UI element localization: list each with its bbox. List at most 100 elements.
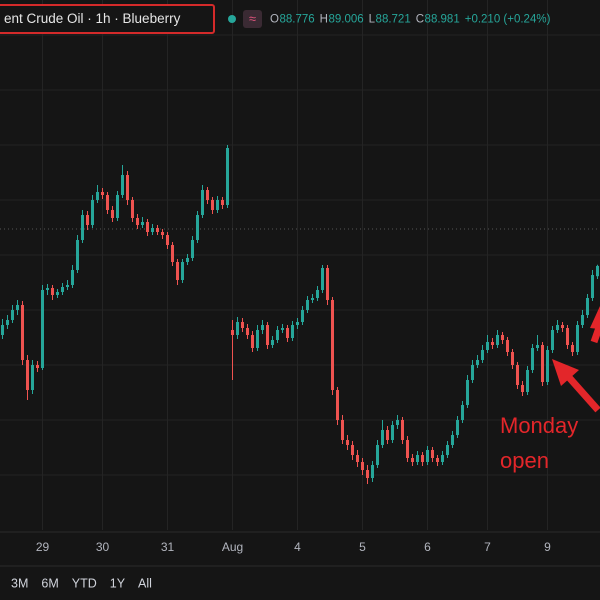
candle-body xyxy=(271,340,274,345)
x-tick-label: 7 xyxy=(484,540,491,554)
candle-body xyxy=(431,450,434,458)
range-button[interactable]: 6M xyxy=(41,576,58,590)
candle-body xyxy=(296,322,299,325)
candle-body xyxy=(291,325,294,338)
candle-body xyxy=(506,340,509,352)
range-button[interactable]: 3M xyxy=(11,576,28,590)
candle-body xyxy=(381,430,384,445)
annotation-text: open xyxy=(500,448,549,473)
candle-body xyxy=(331,300,334,390)
candle-body xyxy=(36,365,39,368)
candle-body xyxy=(141,222,144,225)
candle-body xyxy=(356,455,359,462)
candle-body xyxy=(531,348,534,370)
candle-body xyxy=(136,218,139,225)
candle-body xyxy=(496,335,499,345)
candle-body xyxy=(456,420,459,435)
candle-body xyxy=(321,268,324,290)
x-tick-label: 29 xyxy=(36,540,50,554)
candle-body xyxy=(56,292,59,295)
candle-body xyxy=(426,450,429,462)
ohlc-value: 88.981 xyxy=(425,14,460,26)
candle-body xyxy=(236,322,239,335)
candle-body xyxy=(286,328,289,338)
x-tick-label: 6 xyxy=(424,540,431,554)
candle-body xyxy=(526,370,529,392)
candle-body xyxy=(576,325,579,352)
x-tick-label: 30 xyxy=(96,540,110,554)
ohlc-legend: O 88.776 H 89.006 L 88.721 C 88.981 +0.210 (+0.2… xyxy=(270,14,551,26)
candle-body xyxy=(486,342,489,350)
status-dot xyxy=(228,15,236,23)
candle-body xyxy=(96,192,99,200)
candle-body xyxy=(376,445,379,465)
candle-body xyxy=(361,462,364,470)
candle-body xyxy=(571,345,574,352)
candle-body xyxy=(411,458,414,462)
candle-body xyxy=(301,310,304,322)
change-value: +0.210 (+0.24%) xyxy=(465,14,551,26)
range-button[interactable]: All xyxy=(138,576,152,590)
candle-body xyxy=(126,175,129,200)
candle-body xyxy=(261,325,264,330)
candle-body xyxy=(586,298,589,315)
candle-body xyxy=(541,345,544,382)
candle-body xyxy=(106,195,109,210)
candle-body xyxy=(1,325,4,335)
candle-body xyxy=(471,365,474,380)
candle-body xyxy=(481,350,484,360)
candle-body xyxy=(186,258,189,262)
candle-body xyxy=(101,192,104,195)
arrow-head xyxy=(590,306,600,330)
candle-body xyxy=(591,275,594,298)
candle-body xyxy=(81,215,84,240)
candle-body xyxy=(191,240,194,258)
candle-body xyxy=(196,215,199,240)
candle-body xyxy=(391,425,394,440)
candle-body xyxy=(246,328,249,335)
candle-body xyxy=(491,342,494,345)
candle-body xyxy=(421,455,424,462)
candle-body xyxy=(166,235,169,245)
candle-body xyxy=(46,288,49,290)
candle-body xyxy=(216,200,219,210)
candle-body xyxy=(311,298,314,300)
candle-body xyxy=(366,470,369,478)
candle-body xyxy=(401,420,404,440)
candle-body xyxy=(151,228,154,232)
candle-body xyxy=(581,315,584,325)
candle-body xyxy=(16,305,19,310)
candle-body xyxy=(146,222,149,232)
range-button[interactable]: 1Y xyxy=(110,576,126,590)
candle-body xyxy=(451,435,454,445)
candle-body xyxy=(546,350,549,382)
x-tick-label: 4 xyxy=(294,540,301,554)
candle-body xyxy=(266,325,269,345)
candle-body xyxy=(566,328,569,345)
candle-body xyxy=(561,325,564,328)
ohlc-label: C xyxy=(416,14,424,26)
ohlc-label: H xyxy=(320,14,328,26)
candle-body xyxy=(351,445,354,455)
candle-body xyxy=(201,190,204,215)
candle-body xyxy=(536,345,539,348)
candle-body xyxy=(501,335,504,340)
candle-body xyxy=(306,300,309,310)
candle-body xyxy=(76,240,79,270)
candle-body xyxy=(386,430,389,440)
candle-body xyxy=(276,330,279,340)
candle-body xyxy=(371,465,374,478)
indicator-icon[interactable] xyxy=(243,10,262,28)
candle-body xyxy=(6,320,9,325)
candle-body xyxy=(21,305,24,360)
candle-body xyxy=(156,228,159,232)
candle-body xyxy=(116,195,119,218)
ohlc-value: 88.776 xyxy=(279,14,314,26)
candle-body xyxy=(461,405,464,420)
candle-body xyxy=(256,330,259,348)
candle-body xyxy=(181,262,184,280)
candle-body xyxy=(416,455,419,462)
range-button[interactable]: YTD xyxy=(72,576,97,590)
candle-body xyxy=(231,330,234,335)
candle-body xyxy=(31,365,34,390)
